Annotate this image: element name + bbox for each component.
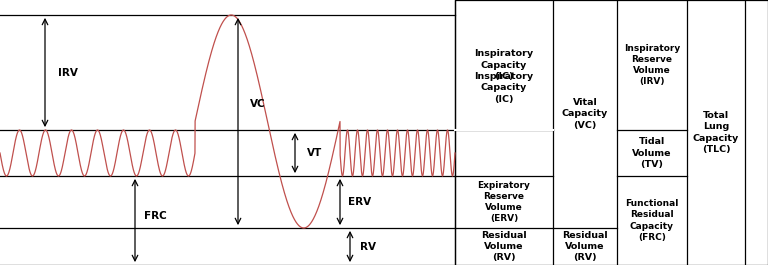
Text: Vital
Capacity
(VC): Vital Capacity (VC) [562, 98, 608, 130]
Text: Inspiratory
Reserve
Volume
(IRV): Inspiratory Reserve Volume (IRV) [624, 44, 680, 86]
Text: IRV: IRV [58, 68, 78, 77]
Text: Tidal
Volume
(TV): Tidal Volume (TV) [632, 137, 672, 169]
Text: Expiratory
Reserve
Volume
(ERV): Expiratory Reserve Volume (ERV) [478, 181, 531, 223]
Text: Functional
Residual
Capacity
(FRC): Functional Residual Capacity (FRC) [625, 199, 679, 242]
Bar [455, 0, 768, 265]
Text: Residual
Volume
(RV): Residual Volume (RV) [562, 231, 607, 262]
Text: Inspiratory
Capacity
(IC): Inspiratory Capacity (IC) [475, 49, 534, 81]
Text: Inspiratory
Capacity
(IC): Inspiratory Capacity (IC) [475, 72, 534, 104]
Text: Total
Lung
Capacity
(TLC): Total Lung Capacity (TLC) [693, 111, 739, 154]
Text: VC: VC [250, 99, 266, 109]
Text: RV: RV [360, 241, 376, 251]
Text: FRC: FRC [144, 211, 167, 221]
Text: ERV: ERV [349, 197, 372, 207]
Text: VT: VT [307, 148, 323, 158]
Text: Residual
Volume
(RV): Residual Volume (RV) [482, 231, 527, 262]
